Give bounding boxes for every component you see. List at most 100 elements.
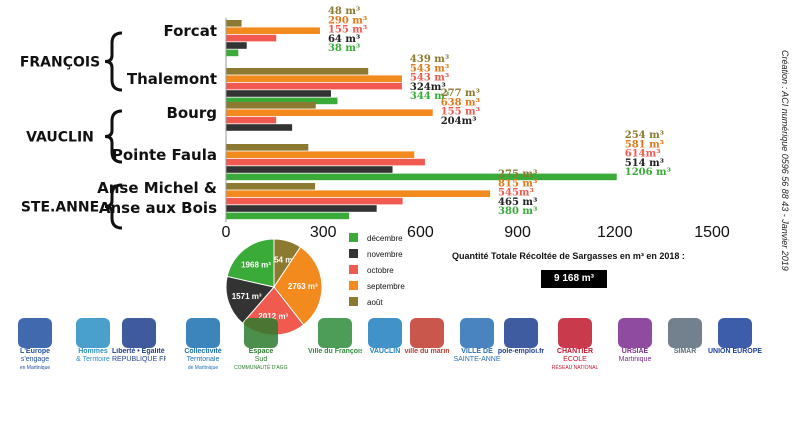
logo-text-ursiae-1: Martinique — [618, 356, 652, 363]
bar-août-4 — [226, 183, 316, 190]
category-label-3: Pointe Faula — [112, 146, 217, 164]
logo-pole-emploi: pole-emploi.fr — [494, 318, 548, 356]
logo-text-espace-sud-2: COMMUNAUTÉ D'AGGLOMÉRATION DE L'ESPACE S… — [234, 365, 288, 371]
x-tick-5: 1500 — [694, 224, 730, 241]
pie-slice-septembre — [273, 246, 323, 326]
category-label-1: Thalemont — [127, 70, 217, 88]
logo-text-espace-sud-1: Sud — [254, 356, 268, 363]
logo-mark-hommes-territoire — [76, 318, 110, 348]
x-tick-3: 900 — [504, 224, 531, 241]
logo-text-union-europeenne-0: UNION EUROPÉENNE — [708, 348, 762, 355]
bar-novembre-4 — [226, 205, 377, 212]
group-labels: FRANÇOIS VAUCLIN STE.ANNE — [20, 55, 100, 216]
data-label-novembre-3: 514 m³ — [625, 158, 664, 169]
data-label-octobre-1: 543 m³ — [410, 73, 449, 84]
data-label-décembre-3: 1206 m³ — [625, 167, 671, 178]
logo-mark-pole-emploi — [504, 318, 538, 348]
data-label-octobre-4: 545m³ — [498, 188, 534, 199]
category-label-4: Anse aux Bois — [99, 199, 217, 217]
group-braces — [104, 31, 123, 230]
bar-septembre-4 — [226, 190, 491, 197]
pie-label-novembre: 1571 m³ — [232, 292, 262, 301]
logo-ursiae: URSIAE Martinique — [608, 318, 662, 364]
legend: décembre novembre octobre septembre août — [349, 233, 405, 307]
logo-text-hommes-territoire-0: Hommes — [78, 348, 108, 355]
logo-text-chantier-ecole-0: CHANTIER — [556, 348, 594, 355]
x-tick-4: 1200 — [597, 224, 633, 241]
logo-mark-europe-sengage — [18, 318, 52, 348]
data-label-septembre-3: 581 m³ — [625, 139, 664, 150]
logo-text-pole-emploi-0: pole-emploi.fr — [497, 348, 545, 355]
logo-republique-francaise: Liberté • Égalité • FraternitéRÉPUBLIQUE… — [112, 318, 166, 364]
pie-slice-décembre — [226, 238, 275, 288]
logo-text-ursiae-0: URSIAE — [621, 348, 649, 355]
logo-vauclin: VAUCLIN — [358, 318, 412, 356]
group-brace-2 — [104, 183, 123, 230]
legend-label-septembre: septembre — [367, 282, 405, 291]
data-label-novembre-4: 465 m³ — [498, 197, 537, 208]
x-tick-2: 600 — [407, 224, 434, 241]
logo-union-europeenne: UNION EUROPÉENNE — [708, 318, 762, 356]
category-labels: Forcat Thalemont Bourg Pointe Faula Anse Mic… — [97, 22, 217, 217]
logo-text-europe-sengage-0: L'Europe — [19, 348, 51, 355]
bar-octobre-1 — [226, 82, 402, 90]
data-label-septembre-1: 543 m³ — [410, 63, 449, 74]
logo-mark-simar — [668, 318, 702, 348]
data-label-novembre-0: 64 m³ — [328, 34, 360, 45]
logo-mark-union-europeenne — [718, 318, 752, 348]
data-label-décembre-4: 380 m³ — [498, 206, 537, 217]
logo-text-europe-sengage-2: en Martinique — [19, 365, 51, 371]
group-label-2: STE.ANNE — [21, 200, 99, 216]
logo-text-chantier-ecole-2: RÉSEAU NATIONAL — [551, 365, 599, 371]
legend-swatch-octobre — [349, 265, 358, 274]
logo-text-ville-marin-0: ville du marin — [404, 348, 450, 355]
data-label-octobre-0: 155 m³ — [328, 25, 367, 36]
logo-text-hommes-territoire-1: & Territoire — [76, 356, 110, 363]
data-label-septembre-0: 290 m³ — [328, 15, 367, 26]
legend-label-novembre: novembre — [367, 250, 403, 259]
logo-mark-ville-marin — [410, 318, 444, 348]
partner-logos: L'Europe s'engage en Martinique Hommes & Ter… — [8, 318, 778, 388]
logo-text-republique-francaise-0: Liberté • Égalité • Fraternité — [112, 348, 166, 355]
logo-hommes-territoire: Hommes & Territoire — [66, 318, 120, 364]
bar-octobre-3 — [226, 158, 425, 166]
logo-text-republique-francaise-1: RÉPUBLIQUE FRANÇAISE — [112, 356, 166, 363]
logo-mark-sainte-anne — [460, 318, 494, 348]
legend-swatch-août — [349, 297, 358, 306]
data-label-août-4: 275 m³ — [498, 169, 537, 180]
bar-novembre-1 — [226, 90, 331, 97]
bar-octobre-4 — [226, 197, 403, 205]
bar-septembre-2 — [226, 109, 433, 116]
category-label-4: Anse Michel & — [97, 179, 217, 197]
data-label-août-0: 48 m³ — [328, 6, 360, 17]
bar-décembre-0 — [226, 49, 239, 57]
data-label-décembre-1: 344 m³ — [410, 91, 449, 102]
legend-swatch-décembre — [349, 233, 358, 242]
pie-label-octobre: 2012 m³ — [258, 312, 288, 321]
legend-label-décembre: décembre — [367, 234, 403, 243]
pie-label-décembre: 1968 m³ — [241, 261, 271, 270]
logo-text-collectivite-martinique-2: de Martinique — [187, 365, 219, 371]
group-label-0: FRANÇOIS — [20, 55, 100, 71]
bar-août-3 — [226, 144, 309, 151]
bar-octobre-0 — [226, 34, 277, 42]
logo-text-europe-sengage-1: s'engage — [20, 356, 50, 363]
bar-septembre-0 — [226, 27, 320, 34]
data-label-août-1: 439 m³ — [410, 54, 449, 65]
logo-simar: SIMAR — [658, 318, 712, 356]
pie-slice-novembre — [225, 275, 275, 324]
x-tick-labels: 0 300 600 900 1200 1500 — [222, 224, 730, 241]
logo-text-collectivite-martinique-0: Collectivité — [184, 348, 222, 355]
bar-septembre-1 — [226, 75, 402, 82]
logo-mark-vauclin — [368, 318, 402, 348]
bar-août-2 — [226, 102, 316, 109]
logo-text-simar-0: SIMAR — [673, 348, 697, 355]
total-title: Quantité Totale Récoltée de Sargasses en… — [452, 251, 685, 261]
legend-label-août: août — [367, 298, 383, 307]
data-label-septembre-4: 815 m³ — [498, 178, 537, 189]
total-value: 9 168 m³ — [541, 270, 607, 288]
logo-mark-ursiae — [618, 318, 652, 348]
